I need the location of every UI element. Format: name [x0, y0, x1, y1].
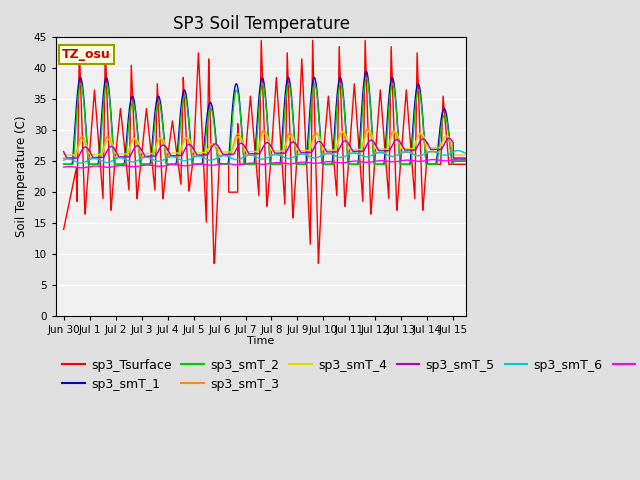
Line: sp3_smT_6: sp3_smT_6: [63, 151, 479, 163]
sp3_smT_2: [476, 158, 483, 164]
sp3_smT_7: [456, 156, 463, 162]
sp3_smT_3: [476, 155, 483, 161]
sp3_smT_4: [146, 151, 154, 156]
sp3_Tsurface: [476, 161, 483, 167]
sp3_smT_7: [416, 158, 424, 164]
sp3_smT_1: [405, 161, 413, 167]
sp3_smT_5: [63, 155, 71, 161]
sp3_smT_3: [286, 130, 294, 136]
sp3_Tsurface: [405, 122, 413, 128]
sp3_smT_4: [476, 152, 483, 158]
sp3_smT_2: [405, 161, 413, 167]
sp3_smT_1: [416, 84, 424, 90]
Line: sp3_smT_7: sp3_smT_7: [63, 159, 479, 168]
sp3_Tsurface: [257, 37, 265, 43]
sp3_smT_2: [146, 161, 154, 167]
sp3_smT_2: [60, 161, 67, 167]
sp3_smT_4: [365, 128, 372, 134]
sp3_smT_6: [476, 148, 483, 154]
sp3_smT_1: [286, 79, 294, 85]
Legend: sp3_Tsurface, sp3_smT_1, sp3_smT_2, sp3_smT_3, sp3_smT_4, sp3_smT_5, sp3_smT_6, : sp3_Tsurface, sp3_smT_1, sp3_smT_2, sp3_…: [62, 359, 640, 391]
sp3_smT_3: [416, 131, 424, 137]
sp3_smT_3: [308, 138, 316, 144]
sp3_smT_2: [308, 93, 316, 99]
sp3_smT_4: [60, 151, 67, 156]
sp3_smT_2: [363, 75, 371, 81]
sp3_smT_2: [385, 111, 392, 117]
sp3_smT_5: [60, 149, 67, 155]
Title: SP3 Soil Temperature: SP3 Soil Temperature: [173, 15, 349, 33]
sp3_smT_7: [60, 164, 67, 170]
sp3_smT_1: [362, 69, 370, 74]
sp3_smT_2: [416, 89, 424, 95]
sp3_smT_4: [286, 133, 294, 139]
Y-axis label: Soil Temperature (C): Soil Temperature (C): [15, 116, 28, 238]
sp3_Tsurface: [385, 193, 392, 199]
sp3_smT_1: [476, 158, 483, 164]
sp3_Tsurface: [210, 261, 218, 266]
sp3_smT_6: [308, 155, 316, 160]
sp3_smT_3: [405, 150, 413, 156]
sp3_smT_4: [308, 141, 316, 147]
sp3_smT_6: [416, 153, 424, 158]
sp3_Tsurface: [60, 227, 67, 232]
Text: TZ_osu: TZ_osu: [62, 48, 111, 61]
Line: sp3_smT_4: sp3_smT_4: [63, 131, 479, 155]
sp3_smT_4: [385, 144, 392, 150]
sp3_smT_1: [308, 84, 316, 89]
sp3_smT_4: [61, 152, 68, 158]
sp3_smT_7: [385, 158, 392, 164]
sp3_smT_4: [405, 146, 413, 152]
X-axis label: Time: Time: [248, 336, 275, 347]
sp3_Tsurface: [286, 134, 294, 140]
sp3_smT_5: [476, 155, 483, 161]
sp3_Tsurface: [416, 125, 424, 131]
sp3_smT_7: [476, 156, 483, 162]
sp3_Tsurface: [146, 138, 154, 144]
sp3_smT_7: [146, 162, 154, 168]
sp3_smT_7: [77, 165, 85, 171]
sp3_smT_6: [146, 155, 154, 161]
sp3_smT_5: [416, 139, 424, 145]
sp3_smT_6: [385, 153, 392, 158]
sp3_smT_7: [308, 160, 316, 166]
sp3_smT_5: [308, 149, 316, 155]
sp3_smT_1: [146, 161, 154, 167]
sp3_smT_3: [60, 155, 67, 161]
sp3_smT_6: [405, 149, 413, 155]
sp3_smT_7: [405, 157, 413, 163]
Line: sp3_smT_3: sp3_smT_3: [63, 129, 479, 158]
sp3_smT_7: [286, 161, 294, 167]
Line: sp3_smT_2: sp3_smT_2: [63, 78, 479, 164]
sp3_smT_5: [146, 154, 154, 159]
Line: sp3_smT_5: sp3_smT_5: [63, 138, 479, 158]
sp3_smT_3: [385, 143, 392, 149]
Line: sp3_smT_1: sp3_smT_1: [63, 72, 479, 164]
sp3_smT_5: [445, 135, 453, 141]
sp3_Tsurface: [308, 72, 316, 78]
sp3_smT_1: [385, 99, 392, 105]
sp3_smT_6: [60, 157, 67, 163]
sp3_smT_3: [146, 154, 154, 160]
sp3_smT_6: [286, 156, 294, 161]
Line: sp3_Tsurface: sp3_Tsurface: [63, 40, 479, 264]
sp3_smT_5: [286, 142, 294, 148]
sp3_smT_5: [405, 147, 413, 153]
sp3_smT_6: [77, 160, 84, 166]
sp3_smT_4: [416, 131, 424, 137]
sp3_smT_3: [364, 126, 372, 132]
sp3_smT_6: [454, 148, 461, 154]
sp3_smT_2: [286, 84, 294, 90]
sp3_smT_5: [385, 148, 392, 154]
sp3_smT_1: [60, 161, 67, 167]
